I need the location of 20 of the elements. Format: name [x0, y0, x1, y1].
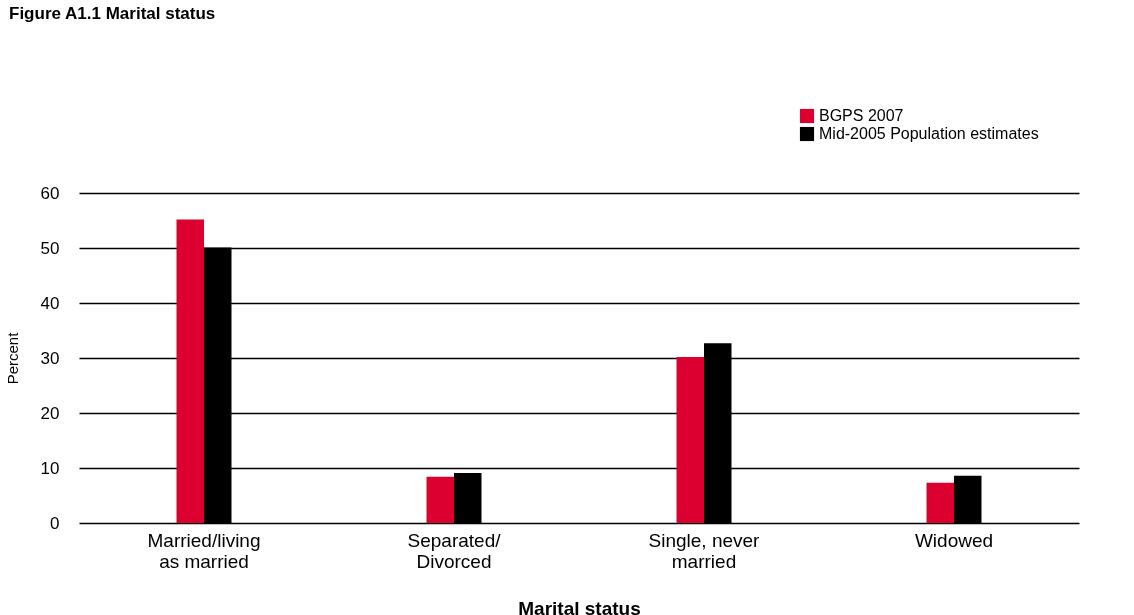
x-tick-label: Widowed — [914, 529, 994, 551]
y-axis-title: Percent — [3, 331, 21, 385]
x-tick-label: Married/living as married — [147, 529, 261, 572]
x-axis-title: Marital status — [518, 597, 641, 615]
y-tick-label: 10 — [40, 458, 60, 478]
y-tick-label: 40 — [40, 293, 60, 313]
chart-title: Figure A1.1 Marital status — [9, 4, 216, 23]
y-tick-label: 50 — [40, 238, 60, 258]
y-tick-label: 60 — [40, 183, 60, 203]
x-tick-label: Single, never married — [648, 529, 761, 572]
x-tick-label: Separated/ Divorced — [407, 529, 502, 572]
y-tick-label: 30 — [40, 348, 60, 368]
legend-label: Mid-2005 Population estimates — [819, 125, 1039, 142]
y-tick-label: 0 — [50, 513, 60, 533]
y-tick-label: 20 — [40, 403, 60, 423]
bar — [426, 476, 454, 523]
bar — [926, 482, 954, 523]
bar — [176, 219, 204, 523]
legend-label: BGPS 2007 — [819, 107, 904, 124]
bar — [676, 356, 704, 523]
